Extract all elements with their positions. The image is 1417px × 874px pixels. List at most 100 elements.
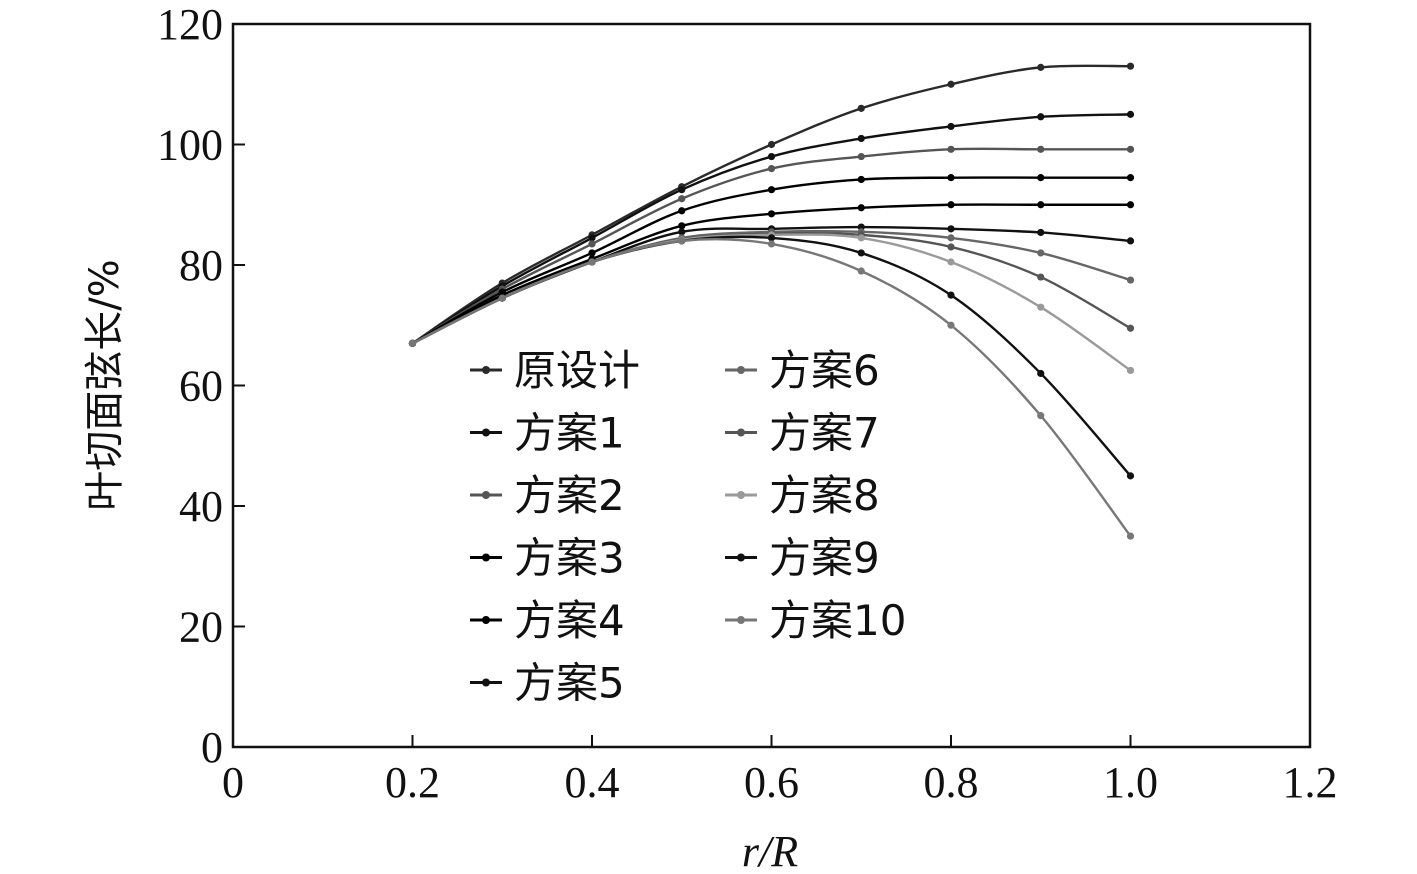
data-point — [1126, 366, 1135, 375]
y-tick-label: 0 — [201, 723, 223, 772]
legend-label: 方案3 — [514, 534, 625, 583]
x-axis-ticks: 0 0.2 0.4 0.6 0.8 1.0 1.2 — [222, 735, 1338, 807]
data-point — [1037, 63, 1045, 71]
data-point — [767, 165, 776, 173]
data-point — [1126, 62, 1135, 70]
legend-marker — [737, 553, 745, 562]
data-point — [678, 207, 686, 215]
data-point — [1126, 174, 1135, 182]
y-tick-label: 40 — [179, 482, 223, 531]
data-point — [1126, 324, 1135, 332]
data-point — [1037, 273, 1045, 281]
x-tick-label: 0.4 — [565, 758, 620, 807]
legend-marker — [482, 678, 490, 687]
legend-label: 方案7 — [769, 409, 880, 458]
x-tick-label: 1.0 — [1103, 758, 1158, 807]
data-point — [588, 234, 596, 242]
data-point — [767, 234, 776, 242]
legend-label: 原设计 — [514, 346, 640, 395]
legend-item: 方案1 — [470, 409, 625, 458]
x-tick-label: 0.8 — [924, 758, 979, 807]
data-point — [678, 186, 686, 194]
series-11 — [408, 237, 1135, 540]
legend-marker — [482, 366, 490, 374]
y-tick-label: 100 — [157, 121, 223, 170]
data-point — [947, 201, 955, 209]
data-point — [857, 104, 865, 112]
data-point — [947, 243, 955, 251]
data-point — [767, 186, 776, 194]
data-point — [1037, 249, 1045, 257]
data-point — [498, 294, 506, 302]
data-point — [767, 240, 776, 248]
y-tick-label: 80 — [179, 241, 223, 290]
x-axis-title: r/R — [742, 827, 798, 874]
data-point — [947, 258, 955, 266]
y-tick-label: 60 — [179, 362, 223, 411]
legend-item: 方案7 — [725, 409, 880, 458]
legend-item: 方案5 — [470, 659, 625, 708]
data-point — [857, 152, 865, 161]
data-point — [947, 80, 955, 88]
y-axis-title: 叶切面弦长/% — [82, 259, 128, 510]
data-point — [588, 258, 596, 266]
series-line — [411, 238, 1132, 537]
legend-label: 方案10 — [769, 596, 906, 645]
y-tick-label: 120 — [157, 0, 223, 49]
data-point — [1126, 532, 1135, 540]
series-line — [411, 147, 1131, 345]
data-point — [1037, 369, 1045, 378]
legend-label: 方案9 — [769, 534, 880, 583]
data-point — [857, 175, 865, 184]
series-layer — [408, 62, 1135, 540]
data-point — [678, 222, 686, 230]
data-point — [947, 234, 955, 242]
data-point — [1126, 472, 1135, 480]
x-tick-label: 0.6 — [744, 758, 799, 807]
data-point — [1037, 412, 1045, 420]
legend-item: 方案6 — [725, 346, 880, 395]
data-point — [767, 152, 776, 161]
data-point — [1037, 113, 1045, 121]
x-tick-label: 0.2 — [385, 758, 440, 807]
x-tick-label: 0 — [222, 758, 244, 807]
data-point — [947, 174, 955, 182]
y-axis-ticks: 0 20 40 60 80 100 120 — [157, 0, 245, 772]
series-line — [411, 64, 1131, 345]
data-point — [1126, 237, 1135, 245]
legend-item: 方案8 — [725, 471, 880, 520]
series-4 — [408, 174, 1135, 347]
legend-item: 方案2 — [470, 471, 625, 520]
data-point — [1126, 145, 1135, 153]
data-point — [857, 204, 865, 212]
data-point — [1126, 276, 1135, 284]
legend-label: 方案8 — [769, 471, 880, 520]
legend-marker — [737, 491, 745, 499]
data-point — [767, 210, 776, 218]
data-point — [947, 321, 955, 329]
legend-label: 方案6 — [769, 346, 880, 395]
data-point — [1037, 228, 1045, 237]
data-point — [678, 237, 686, 245]
y-tick-label: 20 — [179, 603, 223, 652]
data-point — [767, 140, 776, 149]
data-point — [947, 145, 955, 153]
legend-marker — [737, 428, 745, 437]
data-point — [1037, 174, 1045, 182]
legend-marker — [482, 491, 490, 499]
data-point — [947, 291, 955, 299]
series-line — [411, 113, 1131, 345]
x-tick-label: 1.2 — [1283, 758, 1338, 807]
legend-label: 方案2 — [514, 471, 625, 520]
data-point — [408, 339, 417, 347]
legend-label: 方案4 — [514, 596, 625, 645]
legend-marker — [737, 366, 745, 374]
data-point — [1126, 201, 1135, 209]
legend-item: 方案3 — [470, 534, 625, 583]
legend-label: 方案1 — [514, 409, 625, 458]
data-point — [588, 240, 596, 248]
legend-marker — [482, 553, 490, 562]
data-point — [678, 228, 686, 236]
data-point — [1037, 145, 1045, 153]
